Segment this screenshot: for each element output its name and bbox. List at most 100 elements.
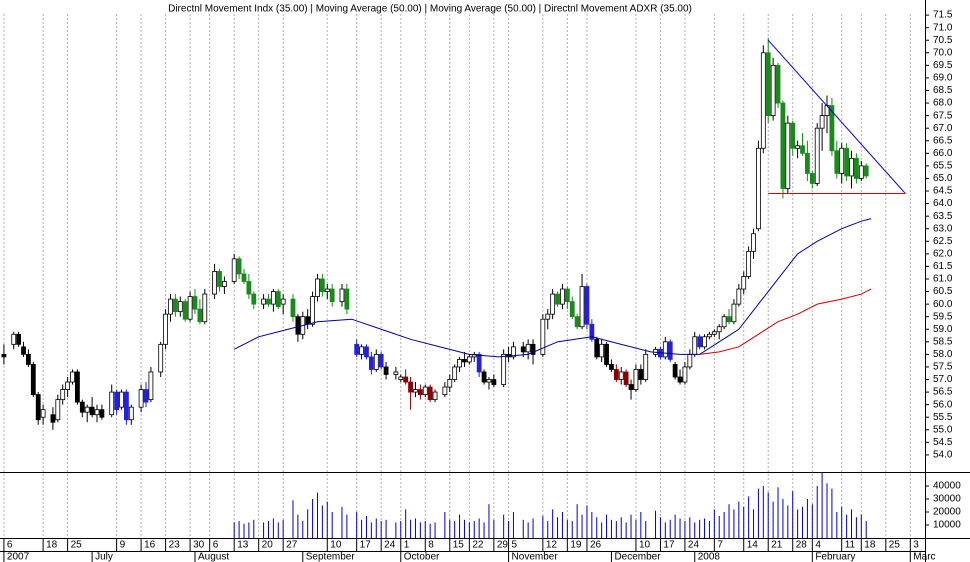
y-tick-label: 58.5 bbox=[933, 336, 953, 347]
candle-body bbox=[863, 165, 869, 177]
y-tick-label: 68.0 bbox=[933, 98, 953, 109]
candle-body bbox=[697, 336, 703, 348]
candle-body bbox=[329, 288, 335, 303]
candle-body bbox=[114, 391, 120, 411]
y-tick-label: 56.0 bbox=[933, 399, 953, 410]
candle-body bbox=[692, 336, 698, 355]
month-label: November bbox=[512, 552, 559, 562]
x-tick-label: 25 bbox=[889, 540, 901, 551]
candle-body bbox=[746, 250, 752, 277]
x-tick-label: 3 bbox=[913, 540, 919, 551]
x-tick-label: 19 bbox=[570, 540, 582, 551]
candle-body bbox=[594, 338, 600, 358]
candle-body bbox=[40, 409, 46, 418]
candle-body bbox=[545, 313, 551, 320]
candle-body bbox=[854, 157, 859, 179]
candle-body bbox=[520, 346, 526, 353]
candle-body bbox=[344, 288, 350, 310]
candle-body bbox=[501, 353, 507, 385]
candle-body bbox=[760, 52, 766, 149]
y-tick-label: 63.0 bbox=[933, 223, 953, 234]
y-tick-label: 60.0 bbox=[933, 299, 953, 310]
candle-body bbox=[751, 233, 756, 252]
y-tick-label: 54.5 bbox=[933, 437, 953, 448]
x-tick-label: 15 bbox=[453, 540, 465, 551]
candle-body bbox=[305, 316, 311, 325]
candle-body bbox=[682, 366, 688, 383]
candle-body bbox=[599, 343, 605, 358]
month-label: August bbox=[198, 552, 229, 562]
candle-body bbox=[667, 341, 673, 360]
candle-body bbox=[143, 389, 149, 403]
candle-body bbox=[197, 308, 203, 323]
month-label: October bbox=[404, 552, 440, 562]
y-tick-label: 62.5 bbox=[933, 236, 953, 247]
y-tick-label: 65.5 bbox=[933, 161, 953, 172]
candle-body bbox=[785, 122, 791, 189]
y-tick-label: 67.0 bbox=[933, 123, 953, 134]
trendline bbox=[767, 39, 906, 194]
candle-body bbox=[251, 293, 257, 305]
x-tick-label: 8 bbox=[428, 540, 434, 551]
candle-body bbox=[172, 298, 178, 313]
candle-body bbox=[383, 366, 389, 375]
candle-body bbox=[560, 288, 565, 305]
x-tick-label: 21 bbox=[771, 540, 783, 551]
candle-body bbox=[187, 296, 193, 320]
x-tick-label: 22 bbox=[472, 540, 484, 551]
candle-body bbox=[192, 296, 198, 310]
candle-body bbox=[417, 389, 423, 395]
candle-body bbox=[457, 359, 462, 368]
candle-body bbox=[511, 346, 516, 358]
candle-body bbox=[315, 278, 320, 297]
candle-body bbox=[486, 379, 492, 383]
x-tick-label: 29 bbox=[497, 540, 509, 551]
candle-body bbox=[741, 276, 747, 290]
x-tick-label: 26 bbox=[590, 540, 602, 551]
candle-body bbox=[158, 343, 164, 373]
candle-body bbox=[491, 379, 497, 385]
y-tick-label: 64.5 bbox=[933, 186, 953, 197]
candle-body bbox=[844, 147, 850, 177]
month-label: February bbox=[815, 552, 855, 562]
candle-body bbox=[231, 258, 237, 282]
candle-body bbox=[1, 353, 7, 358]
candle-body bbox=[775, 64, 781, 104]
candle-body bbox=[707, 333, 712, 338]
x-tick-label: 17 bbox=[663, 540, 675, 551]
month-label: 2008 bbox=[698, 552, 721, 562]
candle-body bbox=[466, 356, 472, 363]
candle-body bbox=[236, 258, 242, 275]
y-tick-label: 55.0 bbox=[933, 424, 953, 435]
candle-body bbox=[148, 371, 154, 401]
volume-tick-label: 10000 bbox=[933, 520, 961, 531]
y-tick-label: 61.0 bbox=[933, 274, 953, 285]
y-tick-label: 66.5 bbox=[933, 135, 953, 146]
candle-body bbox=[476, 353, 482, 373]
candle-body bbox=[765, 52, 771, 117]
candle-body bbox=[70, 371, 75, 383]
y-tick-label: 62.0 bbox=[933, 248, 953, 259]
y-tick-label: 60.5 bbox=[933, 286, 953, 297]
candle-body bbox=[270, 291, 276, 305]
x-tick-label: 23 bbox=[169, 540, 181, 551]
candle-body bbox=[182, 301, 188, 320]
candle-body bbox=[60, 389, 66, 401]
candle-body bbox=[756, 147, 761, 230]
candle-body bbox=[569, 301, 575, 318]
candle-body bbox=[319, 278, 325, 292]
candle-body bbox=[408, 381, 413, 393]
y-tick-label: 61.5 bbox=[933, 261, 953, 272]
candle-body bbox=[119, 391, 124, 408]
candle-body bbox=[266, 298, 271, 305]
x-tick-label: 18 bbox=[46, 540, 58, 551]
y-tick-label: 55.5 bbox=[933, 412, 953, 423]
candle-body bbox=[550, 293, 556, 315]
candle-body bbox=[633, 369, 639, 390]
candle-body bbox=[202, 293, 208, 323]
candle-body bbox=[413, 389, 418, 393]
candle-body bbox=[462, 359, 467, 363]
candle-body bbox=[11, 333, 17, 345]
